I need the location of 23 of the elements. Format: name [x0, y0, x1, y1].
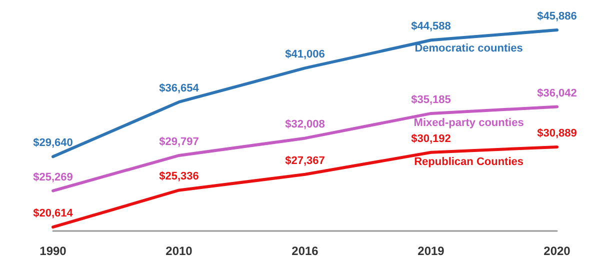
data-label: $44,588 — [411, 20, 451, 33]
data-label: $41,006 — [285, 48, 325, 61]
series-label: Democratic counties — [414, 42, 523, 55]
data-label: $30,192 — [411, 132, 451, 145]
data-label: $25,269 — [33, 171, 73, 184]
data-label: $36,042 — [537, 87, 577, 100]
data-label: $32,008 — [285, 118, 325, 131]
x-tick-label: 1990 — [40, 244, 67, 258]
data-label: $36,654 — [159, 82, 200, 94]
data-label: $25,336 — [159, 170, 199, 183]
data-label: $20,614 — [33, 208, 74, 220]
x-tick-label: 2016 — [292, 244, 319, 258]
series-label: Republican Counties — [414, 156, 524, 168]
series-label: Mixed-party counties — [414, 116, 524, 129]
data-label: $27,367 — [285, 154, 325, 167]
data-label: $29,797 — [159, 136, 199, 148]
data-label: $45,886 — [537, 10, 577, 22]
x-tick-label: 2019 — [418, 244, 445, 258]
x-tick-label: 2010 — [166, 244, 193, 258]
data-label: $30,889 — [537, 127, 577, 140]
data-label: $35,185 — [411, 94, 451, 106]
data-label: $29,640 — [33, 137, 73, 150]
x-tick-label: 2020 — [544, 244, 571, 258]
